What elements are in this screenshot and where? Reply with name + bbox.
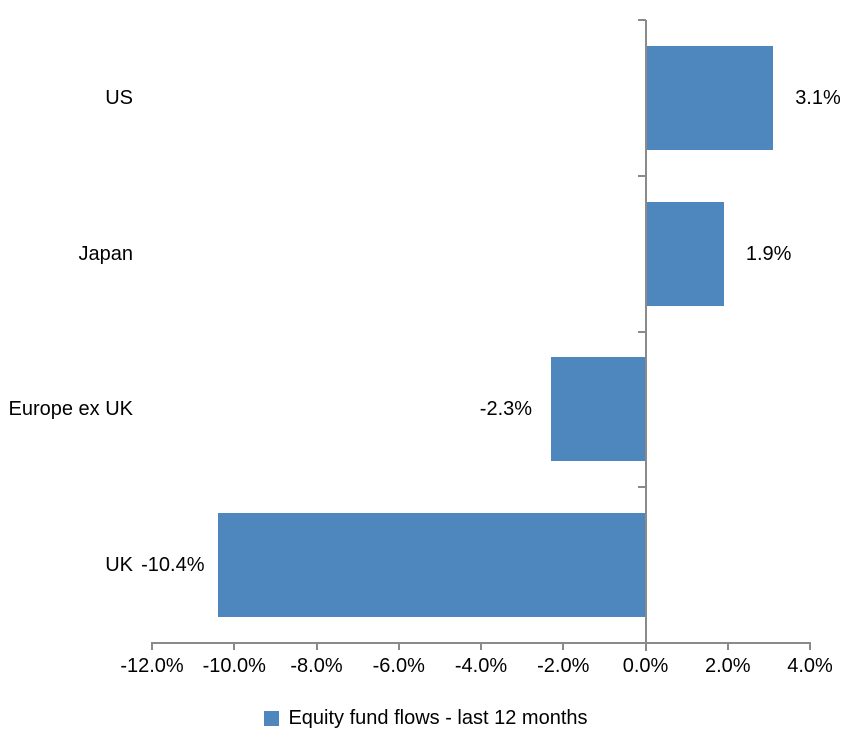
x-axis-tick-label: 4.0%: [787, 655, 833, 677]
legend-series-label: Equity fund flows - last 12 months: [288, 707, 588, 729]
bar-value-label-uk: -10.4%: [141, 554, 205, 577]
category-axis-tick: [637, 174, 646, 177]
x-axis-tick-label: -10.0%: [202, 655, 266, 677]
bar-value-label-japan: 1.9%: [745, 242, 792, 265]
x-axis-tick-label: -8.0%: [290, 655, 343, 677]
x-axis-tick: [151, 643, 153, 650]
x-axis-tick: [726, 643, 729, 650]
category-label-japan: Japan: [78, 242, 134, 265]
legend: Equity fund flows - last 12 months: [0, 708, 852, 728]
category-label-europe-ex-uk: Europe ex UK: [8, 398, 133, 421]
x-axis-tick: [480, 643, 482, 650]
x-axis-tick: [562, 643, 565, 650]
x-axis-tick: [397, 643, 400, 650]
bar-value-label-us: 3.1%: [795, 86, 841, 109]
bar-uk: [217, 513, 646, 618]
bar-japan: [645, 201, 724, 306]
category-label-uk: UK: [105, 554, 133, 577]
bar-value-label-europe-ex-uk: -2.3%: [479, 398, 533, 421]
x-axis-tick: [315, 643, 318, 650]
category-axis-tick: [637, 486, 646, 489]
x-axis-tick: [809, 643, 811, 650]
x-axis-tick: [233, 643, 236, 650]
category-axis-line: [644, 20, 647, 651]
legend-series-marker: [264, 710, 280, 726]
category-label-us: US: [105, 86, 133, 109]
bar-us: [645, 45, 773, 150]
x-axis-tick-label: 0.0%: [622, 655, 669, 677]
x-axis-tick-label: -6.0%: [372, 655, 425, 677]
x-axis-tick-label: -12.0%: [120, 655, 184, 677]
category-axis-tick: [637, 330, 646, 333]
x-axis-tick-label: -2.0%: [537, 655, 590, 677]
x-axis-tick-label: -4.0%: [454, 655, 508, 677]
x-axis-tick-label: 2.0%: [704, 655, 751, 677]
bar-europe-ex-uk: [550, 357, 646, 462]
category-axis-tick: [637, 19, 646, 21]
x-axis-tick: [644, 643, 647, 650]
